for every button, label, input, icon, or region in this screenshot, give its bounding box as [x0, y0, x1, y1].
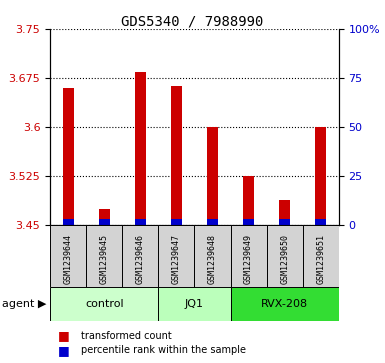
Bar — [303, 225, 339, 287]
Text: GSM1239650: GSM1239650 — [280, 234, 289, 284]
Text: percentile rank within the sample: percentile rank within the sample — [81, 345, 246, 355]
Text: control: control — [85, 299, 124, 309]
Bar — [207, 127, 218, 225]
Bar — [63, 219, 74, 225]
Text: GSM1239644: GSM1239644 — [64, 234, 73, 284]
Bar — [99, 219, 110, 225]
Text: JQ1: JQ1 — [185, 299, 204, 309]
Text: GSM1239651: GSM1239651 — [316, 234, 325, 284]
Text: transformed count: transformed count — [81, 331, 172, 341]
Bar — [158, 225, 194, 287]
Bar — [315, 127, 326, 225]
Text: RVX-208: RVX-208 — [261, 299, 308, 309]
Bar — [194, 225, 231, 287]
Text: ■: ■ — [58, 344, 70, 357]
Bar — [99, 209, 110, 225]
Bar — [315, 219, 326, 225]
Bar — [50, 287, 158, 321]
Bar — [122, 225, 158, 287]
Text: GSM1239645: GSM1239645 — [100, 234, 109, 284]
Text: GDS5340 / 7988990: GDS5340 / 7988990 — [121, 15, 264, 29]
Bar — [207, 219, 218, 225]
Bar — [243, 219, 254, 225]
Bar — [63, 88, 74, 225]
Bar — [171, 219, 182, 225]
Bar — [266, 225, 303, 287]
Bar — [279, 200, 290, 225]
Bar — [231, 225, 266, 287]
Text: agent ▶: agent ▶ — [2, 299, 46, 309]
Text: GSM1239649: GSM1239649 — [244, 234, 253, 284]
Bar — [135, 72, 146, 225]
Bar — [86, 225, 122, 287]
Text: ■: ■ — [58, 329, 70, 342]
Bar — [158, 287, 231, 321]
Text: GSM1239648: GSM1239648 — [208, 234, 217, 284]
Bar — [135, 219, 146, 225]
Bar — [50, 225, 86, 287]
Text: GSM1239646: GSM1239646 — [136, 234, 145, 284]
Bar — [279, 219, 290, 225]
Text: GSM1239647: GSM1239647 — [172, 234, 181, 284]
Bar — [243, 176, 254, 225]
Bar — [171, 86, 182, 225]
Bar — [231, 287, 339, 321]
